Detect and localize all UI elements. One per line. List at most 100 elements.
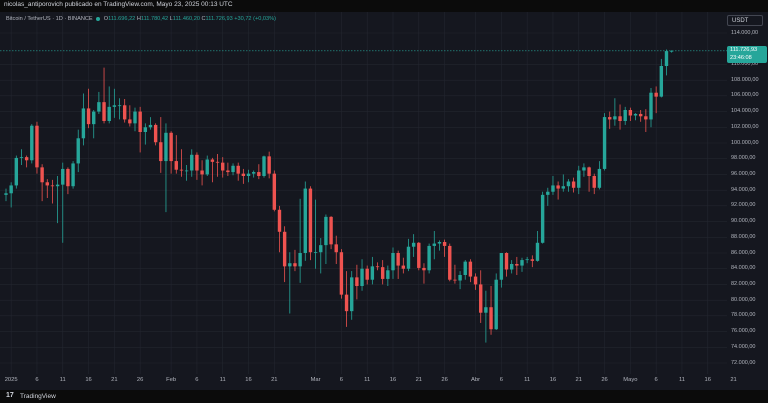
candle-body: [277, 209, 282, 232]
candle: [504, 252, 509, 277]
candle: [133, 107, 137, 132]
candle: [190, 149, 194, 177]
candle-body: [437, 242, 442, 244]
candle: [344, 271, 349, 327]
candle-body: [561, 186, 565, 189]
candle: [86, 88, 91, 129]
candle-body: [179, 169, 184, 171]
candle-body: [453, 279, 457, 281]
time-tick-label: 21: [271, 377, 278, 383]
candle: [148, 117, 153, 130]
price-tick-label: 86.000,00: [731, 249, 756, 256]
candle-body: [479, 284, 483, 313]
candle: [659, 58, 664, 98]
candle: [494, 273, 498, 330]
candle-body: [344, 294, 349, 312]
time-tick-label: 16: [245, 377, 252, 383]
time-tick-label: 16: [704, 377, 711, 383]
price-tick-label: 102.000,00: [731, 123, 759, 130]
candle: [112, 88, 117, 118]
candle: [61, 162, 65, 243]
candle: [654, 86, 658, 114]
high-value: 111.780,42: [140, 16, 169, 22]
candle-body: [386, 270, 390, 279]
candle-body: [329, 216, 333, 245]
candle-body: [633, 113, 638, 116]
tradingview-brand: TradingView: [20, 393, 56, 400]
candle: [71, 161, 75, 189]
last-price-tag: 111.726,93 23:46:08: [727, 46, 767, 63]
candle: [587, 166, 591, 192]
candle-body: [504, 253, 509, 270]
price-tick-label: 78.000,00: [731, 312, 756, 319]
candlestick-plot[interactable]: [0, 12, 727, 374]
candle-body: [417, 242, 421, 268]
candle-body: [148, 124, 153, 128]
candle-body: [623, 110, 627, 121]
candle: [195, 152, 199, 180]
candle: [644, 109, 648, 132]
candle-body: [571, 181, 576, 188]
candle: [324, 214, 328, 264]
price-axis[interactable]: 114.000,00 110.000,00 108.000,00 106.000,00…: [727, 30, 768, 380]
candle: [128, 105, 132, 127]
open-label: O: [103, 16, 109, 22]
candle-body: [360, 268, 364, 286]
candle: [97, 91, 101, 114]
candle: [623, 106, 627, 125]
candle-body: [86, 108, 91, 125]
candle-body: [184, 170, 189, 172]
candle: [19, 149, 24, 165]
candle-body: [370, 266, 375, 280]
candle: [530, 255, 535, 268]
candle-body: [427, 245, 431, 271]
candle-body: [602, 117, 607, 169]
candle-body: [396, 253, 400, 266]
candle: [520, 257, 524, 272]
candle-body: [509, 264, 514, 270]
price-tick-label: 114.000,00: [731, 29, 759, 36]
candle-body: [592, 176, 596, 188]
candle: [334, 235, 338, 264]
candle: [24, 155, 29, 168]
candle-body: [442, 242, 447, 246]
candle-body: [164, 132, 168, 162]
time-tick-label: 26: [136, 377, 144, 383]
candle-body: [288, 263, 292, 267]
candle-body: [267, 156, 271, 174]
candle-body: [597, 168, 602, 188]
candle: [597, 161, 602, 190]
currency-button[interactable]: USDT: [727, 15, 763, 26]
time-axis[interactable]: 2025 6 11 16 21 26 Feb 6 11 16 21 Mar 6 11 16 21 26 Abr 6 1…: [0, 374, 737, 388]
time-tick-label: 21: [575, 377, 582, 383]
candle-body: [190, 154, 194, 171]
chart-area[interactable]: [0, 12, 768, 390]
candle-body: [515, 264, 519, 266]
symbol-name: Bitcoin / TetherUS · 1D · BINANCE: [6, 16, 93, 22]
candle: [499, 253, 504, 288]
candle: [184, 165, 189, 181]
candle-body: [159, 142, 163, 162]
candle-body: [71, 163, 75, 187]
candle-body: [463, 261, 467, 275]
candle-body: [582, 167, 586, 171]
candle: [4, 188, 8, 202]
close-label: C: [201, 16, 206, 22]
candle-body: [236, 165, 240, 174]
candle-body: [97, 102, 101, 112]
candle-body: [215, 161, 220, 163]
market-status-icon: [96, 16, 101, 21]
candle: [453, 264, 457, 284]
candle-body: [458, 275, 462, 281]
time-tick-label: Mayo: [623, 377, 638, 383]
candle-body: [45, 182, 49, 186]
time-tick-label: 21: [730, 377, 737, 383]
candle-body: [473, 276, 478, 285]
candle: [556, 181, 560, 200]
candle-body: [339, 252, 344, 295]
candle: [468, 259, 473, 283]
candle: [463, 260, 467, 280]
candle: [535, 231, 540, 262]
candle-body: [494, 279, 498, 330]
candle-body: [350, 277, 354, 312]
